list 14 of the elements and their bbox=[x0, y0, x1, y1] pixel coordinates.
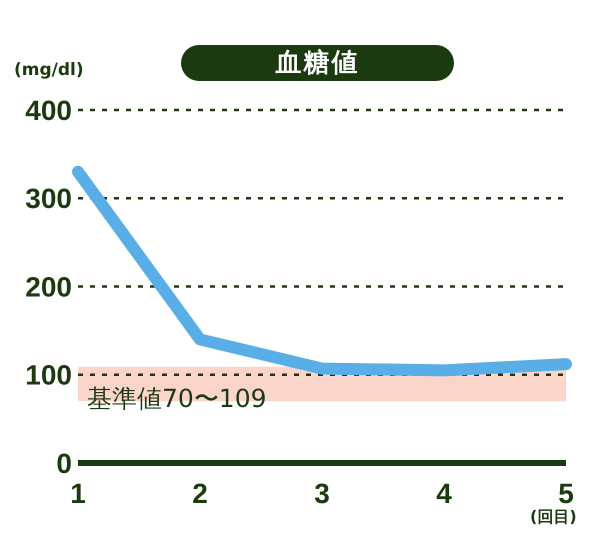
chart-title: 血糖値 bbox=[181, 45, 454, 81]
band-label: 基準値70〜109 bbox=[87, 384, 267, 414]
x-tick-label: 4 bbox=[436, 478, 452, 509]
x-tick-label: 5 bbox=[558, 478, 574, 509]
y-axis-title: (mg/dl) bbox=[14, 60, 84, 80]
y-tick-label: 0 bbox=[56, 448, 72, 479]
x-tick-label: 1 bbox=[70, 478, 86, 509]
y-tick-label: 300 bbox=[25, 183, 72, 214]
y-tick-label: 200 bbox=[25, 271, 72, 302]
y-tick-label: 100 bbox=[25, 360, 72, 391]
y-tick-label: 400 bbox=[25, 94, 72, 126]
x-axis-title: (回目) bbox=[530, 507, 577, 528]
x-tick-label: 3 bbox=[314, 478, 330, 509]
x-tick-label: 2 bbox=[192, 478, 208, 509]
